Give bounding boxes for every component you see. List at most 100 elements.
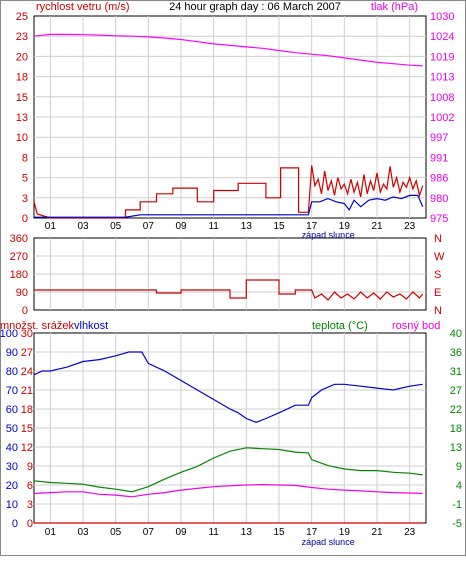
tick-left-precip: 30: [21, 328, 33, 340]
tick-left: 18: [16, 72, 28, 84]
ylabel-right: tlak (hPa): [371, 1, 418, 13]
tick-right-temp: -5: [452, 518, 462, 530]
tick-left-precip: 0: [27, 518, 33, 530]
x-tick: 01: [45, 527, 57, 538]
tick-left-precip: 9: [27, 461, 33, 473]
x-tick: 05: [110, 527, 122, 538]
annotation-sunset: západ slunce: [302, 230, 355, 240]
tick-right-temp: 9: [456, 461, 462, 473]
x-tick: 13: [241, 221, 253, 232]
x-tick: 21: [371, 527, 383, 538]
x-tick: 19: [339, 221, 351, 232]
tick-left: 180: [10, 269, 28, 281]
x-tick: 03: [77, 527, 89, 538]
ylabel-right-1: teplota (°C): [312, 320, 368, 332]
tick-right: 991: [430, 152, 448, 164]
tick-right-temp: 18: [450, 423, 462, 435]
tick-right: 1019: [430, 51, 454, 63]
tick-right: 1024: [430, 31, 454, 43]
x-tick: 13: [241, 527, 253, 538]
tick-left-precip: 3: [27, 499, 33, 511]
tick-left-humidity: 10: [6, 499, 18, 511]
tick-right-temp: -1: [452, 499, 462, 511]
x-tick: 07: [143, 527, 155, 538]
tick-right-temp: 40: [450, 328, 462, 340]
series-line-p3-1: [33, 447, 423, 493]
ylabel-left: rychlost vetru (m/s): [36, 1, 130, 13]
tick-left: 13: [16, 112, 28, 124]
x-tick: 01: [45, 221, 57, 232]
tick-left: 20: [16, 51, 28, 63]
x-tick: 17: [306, 221, 318, 232]
annotation-sunset: západ slunce: [302, 537, 355, 547]
tick-left-humidity: 60: [6, 404, 18, 416]
x-tick: 15: [273, 527, 285, 538]
x-tick: 23: [404, 527, 416, 538]
tick-right: 1002: [430, 112, 454, 124]
series-line-p2-0: [34, 279, 424, 301]
ylabel-right-2: rosný bod: [392, 320, 440, 332]
ylabel-left-1: množst. srážek: [0, 320, 74, 332]
x-tick: 23: [404, 221, 416, 232]
tick-right: E: [434, 287, 441, 299]
tick-right: 1030: [430, 11, 454, 23]
tick-right: S: [434, 269, 441, 281]
series-line-p3-0: [33, 351, 423, 423]
tick-left: 5: [22, 173, 28, 185]
tick-right: 1008: [430, 92, 454, 104]
tick-left: 0: [22, 213, 28, 225]
tick-left-humidity: 100: [0, 328, 18, 340]
x-tick: 11: [208, 527, 219, 538]
tick-left-humidity: 70: [6, 385, 18, 397]
tick-right: 997: [430, 132, 448, 144]
x-tick: 05: [110, 221, 122, 232]
x-tick: 07: [143, 221, 155, 232]
tick-left: 10: [16, 132, 28, 144]
x-tick: 03: [77, 221, 89, 232]
tick-left-humidity: 30: [6, 461, 18, 473]
tick-right-temp: 22: [450, 404, 462, 416]
tick-right: N: [434, 305, 442, 317]
x-tick: 15: [273, 221, 285, 232]
tick-right-temp: 36: [450, 347, 462, 359]
tick-left: 15: [16, 92, 28, 104]
series-line-p1-0: [33, 33, 423, 67]
series-line-p1-2: [34, 194, 424, 218]
tick-left-precip: 15: [21, 423, 33, 435]
tick-left-precip: 24: [21, 366, 33, 378]
tick-right: 986: [430, 173, 448, 185]
tick-left-humidity: 90: [6, 347, 18, 359]
tick-left: 8: [22, 152, 28, 164]
x-tick: 09: [175, 527, 187, 538]
tick-right: W: [434, 251, 445, 263]
x-tick: 21: [371, 221, 383, 232]
x-tick: 17: [306, 527, 318, 538]
tick-left-precip: 27: [21, 347, 33, 359]
tick-left-humidity: 20: [6, 480, 18, 492]
tick-left-humidity: 40: [6, 442, 18, 454]
tick-left-precip: 12: [21, 442, 33, 454]
series-line-p1-1: [33, 165, 424, 219]
tick-left: 23: [16, 31, 28, 43]
tick-left: 3: [22, 193, 28, 205]
tick-right-temp: 4: [456, 480, 462, 492]
tick-right-temp: 13: [450, 442, 462, 454]
tick-right-temp: 27: [450, 385, 462, 397]
ylabel-left-2: vlhkost: [74, 320, 108, 332]
tick-right: 1013: [430, 72, 454, 84]
x-tick: 11: [208, 221, 219, 232]
tick-left-humidity: 0: [12, 518, 18, 530]
tick-left: 25: [16, 11, 28, 23]
tick-left-humidity: 80: [6, 366, 18, 378]
x-tick: 19: [339, 527, 351, 538]
tick-right: 980: [430, 193, 448, 205]
tick-left: 0: [22, 305, 28, 317]
tick-right-temp: 31: [450, 366, 462, 378]
tick-right: 975: [430, 213, 448, 225]
x-tick: 09: [175, 221, 187, 232]
chart-title: 24 hour graph day : 06 March 2007: [169, 1, 341, 13]
series-line-p3-2: [33, 483, 423, 498]
tick-left-humidity: 50: [6, 423, 18, 435]
